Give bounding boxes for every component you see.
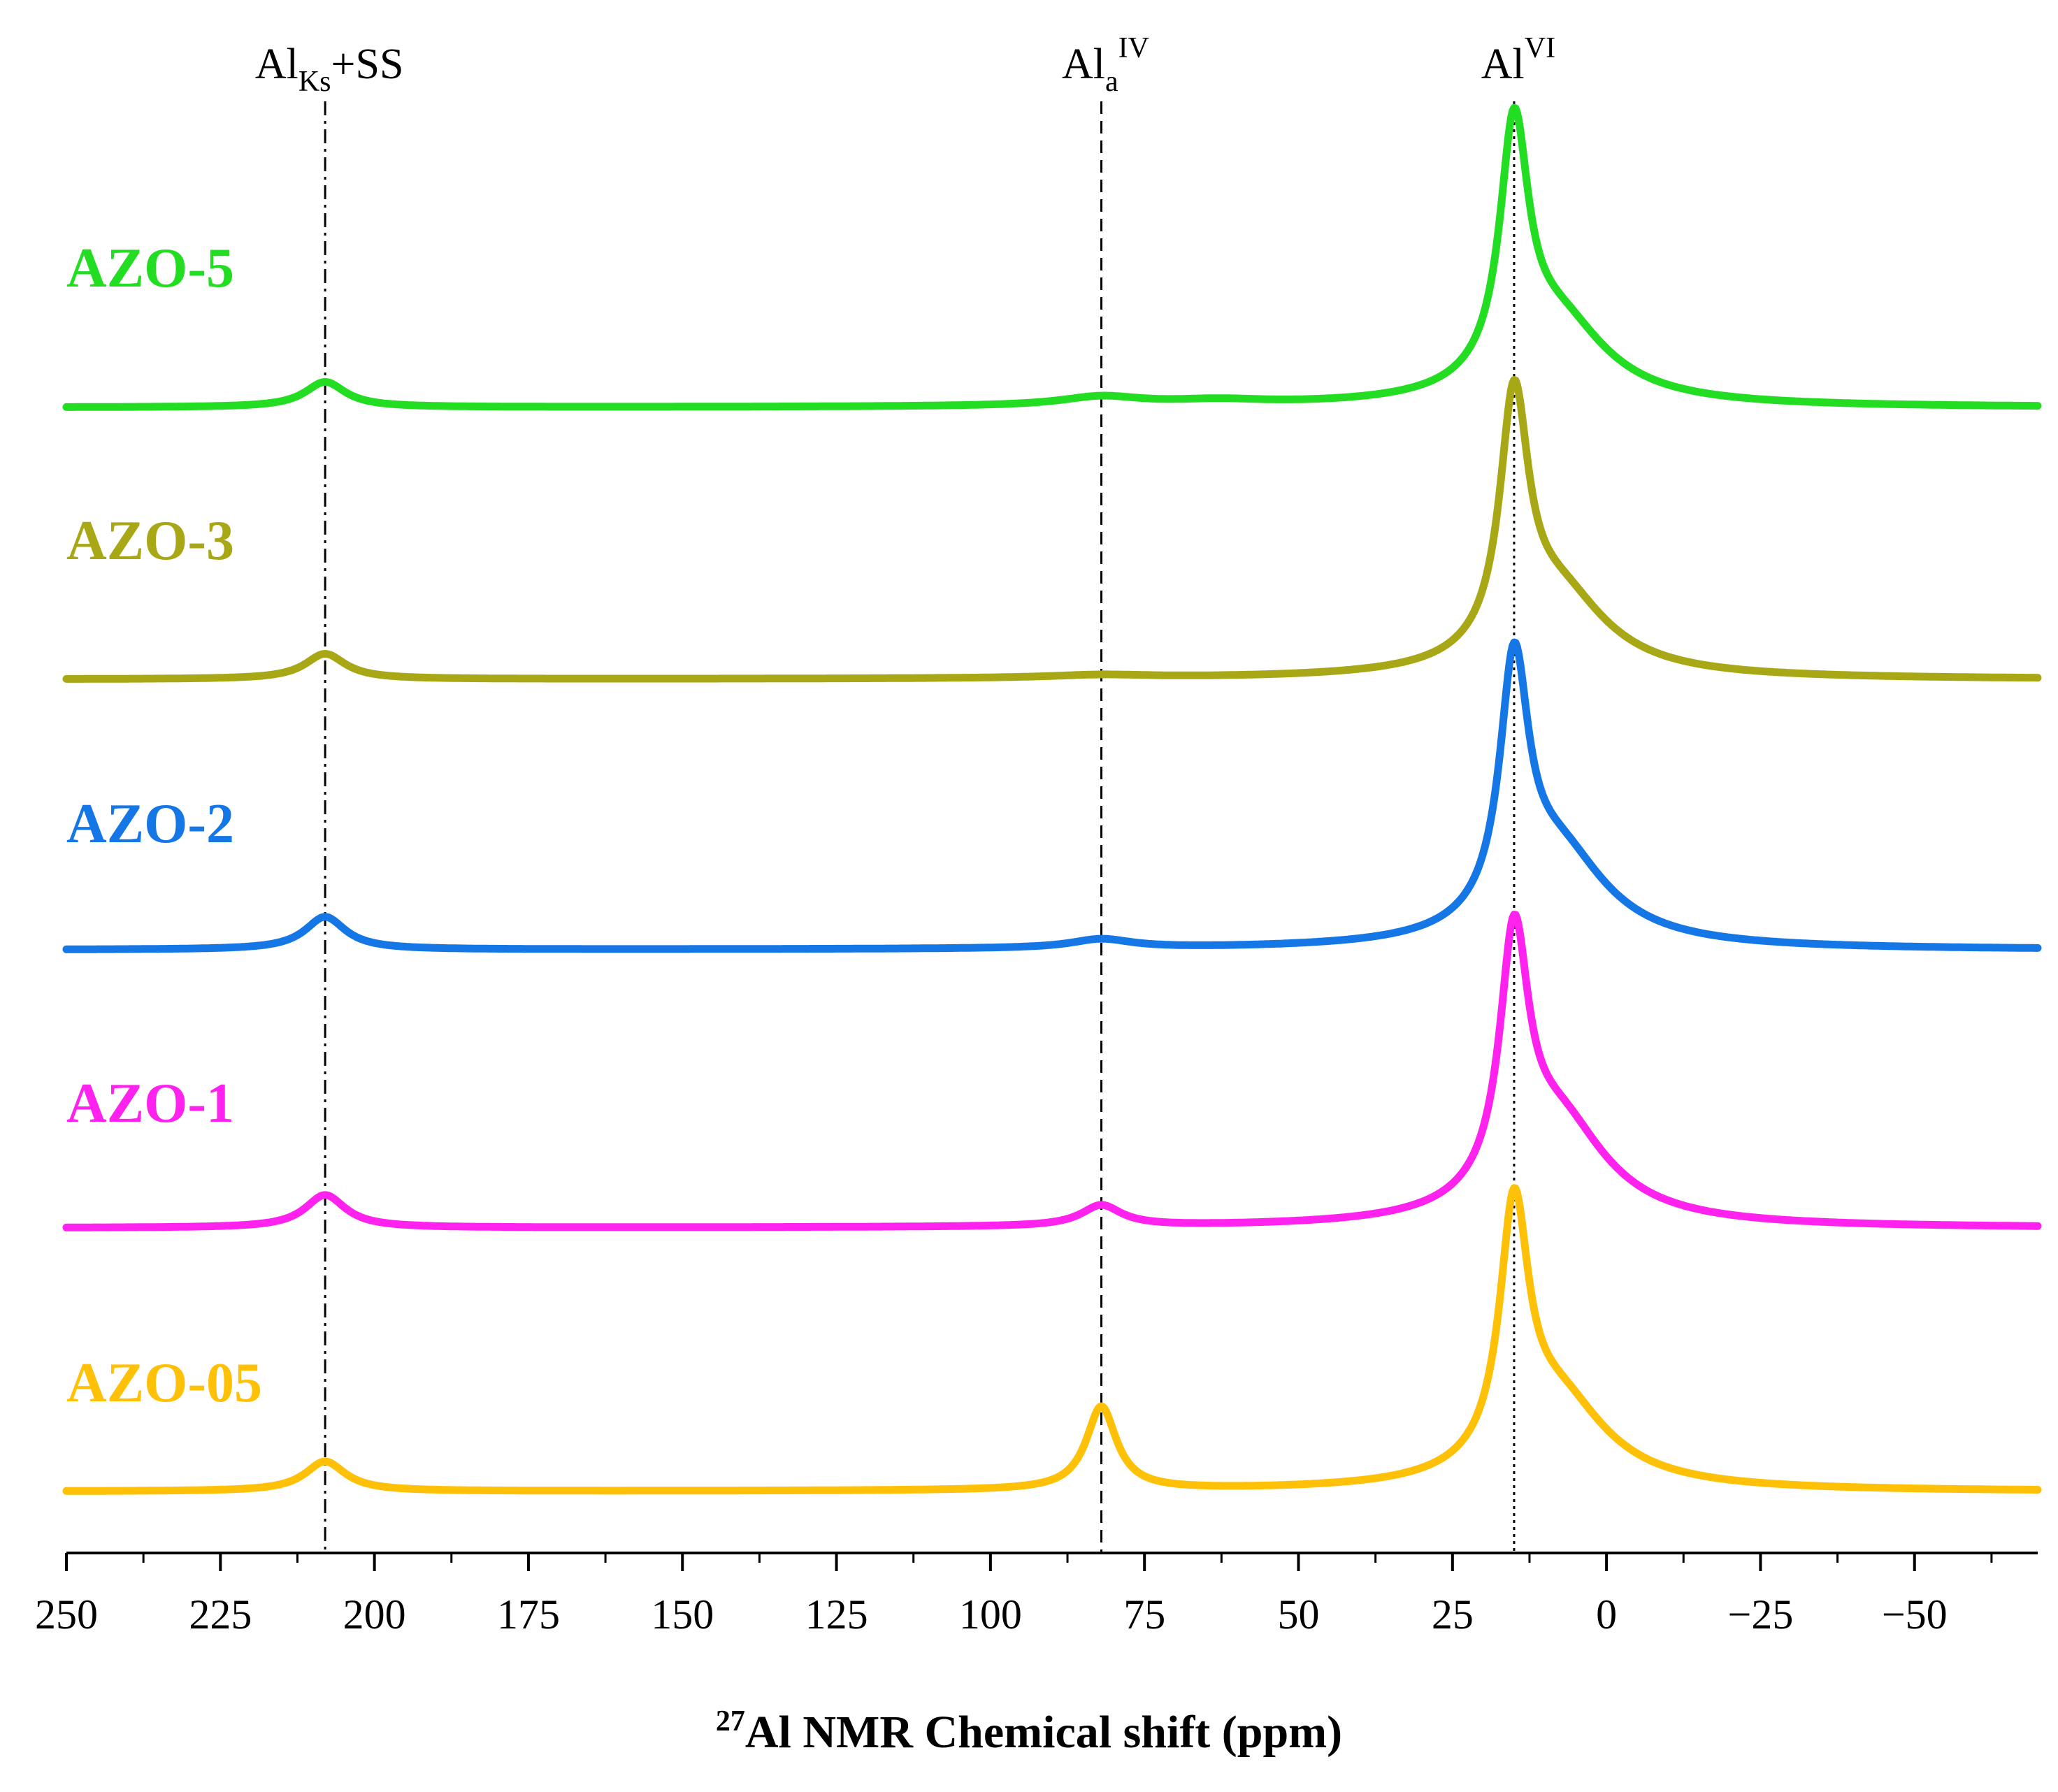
marker-label: AlaIV: [1062, 32, 1149, 98]
x-tick-label: 150: [651, 1591, 714, 1638]
x-tick-label: −25: [1728, 1591, 1794, 1638]
x-tick-label: 0: [1596, 1591, 1617, 1638]
marker-label-suffix: +SS: [331, 41, 404, 88]
marker-label-main: Al: [1481, 41, 1525, 88]
x-tick-label: 75: [1123, 1591, 1165, 1638]
marker-label-sup: IV: [1118, 32, 1149, 64]
x-tick-label: 225: [189, 1591, 252, 1638]
series-label: AZO-1: [66, 1073, 234, 1134]
series-label: AZO-2: [66, 793, 234, 855]
spectrum-line: [62, 911, 2042, 1231]
x-axis-title-text: Al NMR Chemical shift (ppm): [745, 1707, 1342, 1758]
x-tick-label: −50: [1882, 1591, 1948, 1638]
series-label: AZO-5: [66, 238, 234, 299]
x-axis-title: 27Al NMR Chemical shift (ppm): [716, 1705, 1342, 1758]
x-axis: 250 225 200 175 150 125 100 75 50 25 0 −25 −50: [35, 1552, 2038, 1638]
marker-label-sub: a: [1105, 66, 1118, 98]
spectrum-line: [62, 1184, 2042, 1495]
x-tick-label: 250: [35, 1591, 98, 1638]
marker-label-sup: VI: [1525, 32, 1555, 64]
x-axis-title-sup: 27: [716, 1705, 745, 1737]
x-tick-label: 175: [497, 1591, 560, 1638]
reference-lines: AlKs+SS AlaIV AlVI: [255, 32, 1555, 1553]
x-tick-label: 50: [1278, 1591, 1320, 1638]
marker-label-main: Al: [255, 41, 298, 88]
series-label: AZO-3: [66, 510, 234, 572]
spectrum-line: [62, 638, 2042, 953]
x-tick-label: 100: [959, 1591, 1022, 1638]
marker-label: AlVI: [1481, 32, 1555, 88]
x-tick-label: 125: [805, 1591, 868, 1638]
marker-label-sub: Ks: [298, 66, 331, 98]
spectra: AZO-5 AZO-3 AZO-2 AZO-1 AZO-05: [62, 103, 2042, 1495]
spectrum-line: [62, 103, 2042, 411]
spectrum-line: [62, 376, 2042, 683]
marker-label: AlKs+SS: [255, 41, 404, 98]
x-tick-label: 25: [1432, 1591, 1474, 1638]
series-label: AZO-05: [66, 1352, 262, 1414]
x-tick-label: 200: [343, 1591, 406, 1638]
marker-label-main: Al: [1062, 41, 1105, 88]
